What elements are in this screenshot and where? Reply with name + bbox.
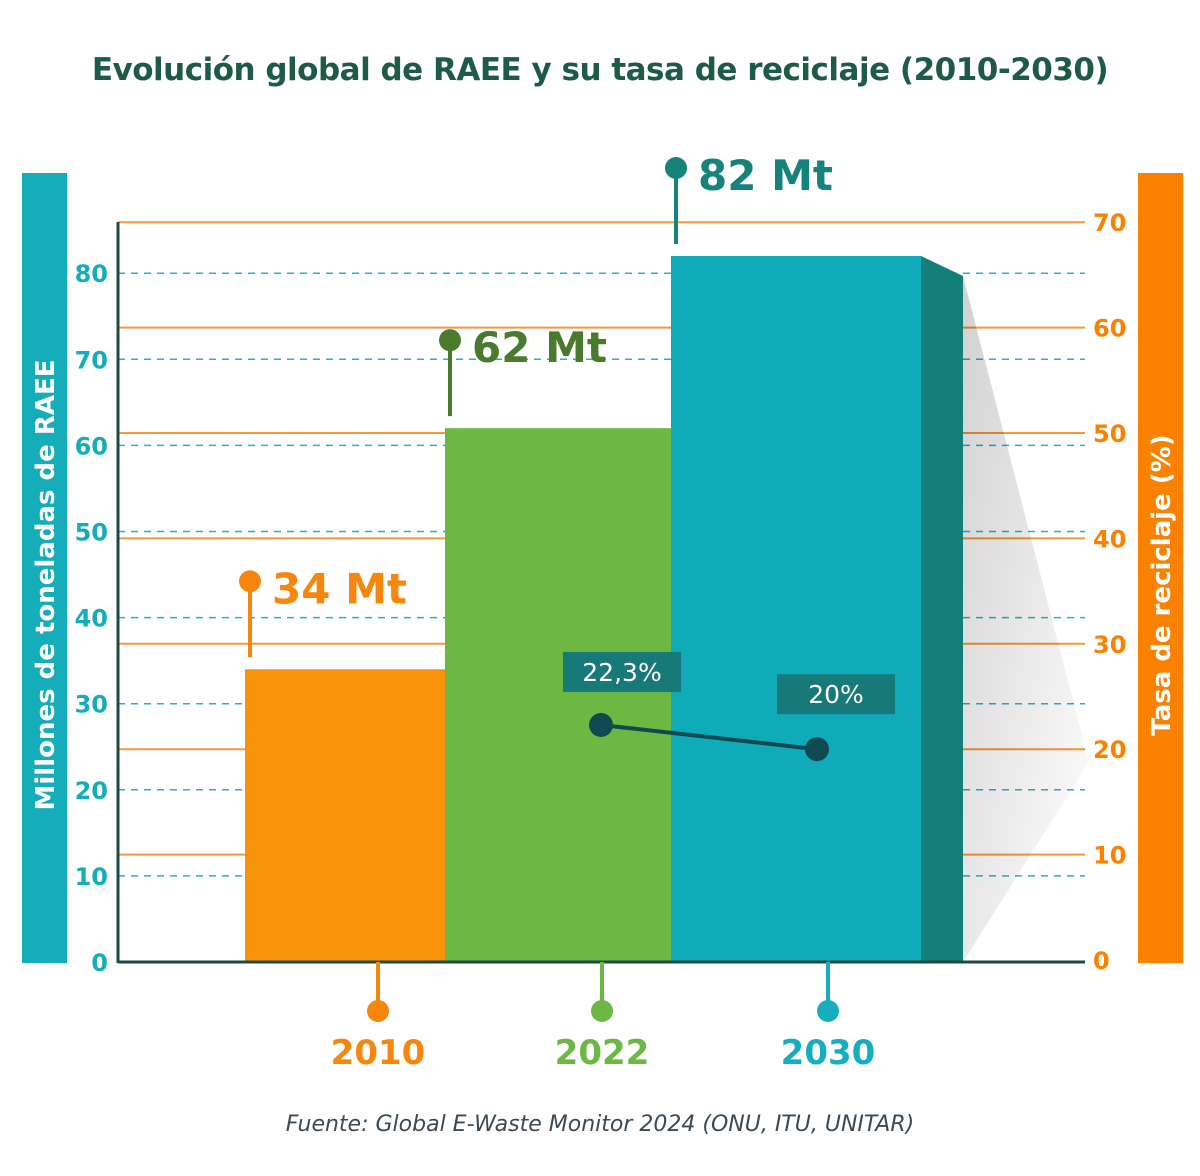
- bar-2030: [671, 255, 921, 963]
- left-tick-label: 10: [75, 863, 108, 891]
- left-axis-label: Millones de toneladas de RAEE: [31, 360, 61, 811]
- bar-value-label: 82 Mt: [698, 151, 833, 200]
- chart-source: Fuente: Global E-Waste Monitor 2024 (ONU…: [285, 1112, 915, 1137]
- right-tick-label: 30: [1093, 631, 1126, 659]
- year-dot: [591, 1000, 613, 1022]
- rate-label: 20%: [808, 680, 864, 709]
- right-tick-label: 60: [1093, 315, 1126, 343]
- left-tick-label: 20: [75, 777, 108, 805]
- right-tick-label: 70: [1093, 209, 1126, 237]
- right-tick-label: 0: [1093, 947, 1110, 975]
- left-tick-label: 70: [75, 346, 108, 374]
- left-tick-label: 30: [75, 691, 108, 719]
- bar-value-label: 62 Mt: [472, 323, 607, 372]
- right-tick-label: 40: [1093, 525, 1126, 553]
- rate-label-box: [563, 651, 681, 692]
- callout-dot: [239, 570, 261, 593]
- x-tick-label: 2022: [555, 1033, 650, 1073]
- left-axis-band: [22, 173, 67, 963]
- bar-shadow: [963, 275, 1089, 963]
- left-tick-label: 50: [75, 519, 108, 547]
- x-tick-label: 2030: [781, 1033, 876, 1073]
- rate-label-box: [777, 674, 895, 715]
- bar-side-2030: [921, 255, 963, 963]
- year-dot: [367, 1000, 389, 1022]
- callout-dot: [665, 156, 687, 179]
- year-dot: [817, 1000, 839, 1022]
- left-tick-label: 60: [75, 432, 108, 460]
- left-tick-label: 80: [75, 260, 108, 288]
- right-axis-label: Tasa de reciclaje (%): [1147, 434, 1177, 735]
- rate-label: 22,3%: [582, 658, 661, 687]
- rate-point: [589, 712, 613, 737]
- chart-title: Evolución global de RAEE y su tasa de re…: [91, 52, 1109, 88]
- right-axis-band: [1138, 173, 1183, 963]
- right-tick-label: 20: [1093, 736, 1126, 764]
- bar-2022: [445, 428, 695, 962]
- right-tick-label: 50: [1093, 420, 1126, 448]
- rate-point: [805, 737, 829, 762]
- rate-line: [600, 722, 818, 752]
- right-tick-label: 10: [1093, 842, 1126, 870]
- callout-dot: [439, 329, 461, 352]
- x-tick-label: 2010: [331, 1033, 426, 1073]
- left-tick-label: 0: [91, 949, 108, 977]
- left-tick-label: 40: [75, 605, 108, 633]
- bar-value-label: 34 Mt: [272, 564, 407, 613]
